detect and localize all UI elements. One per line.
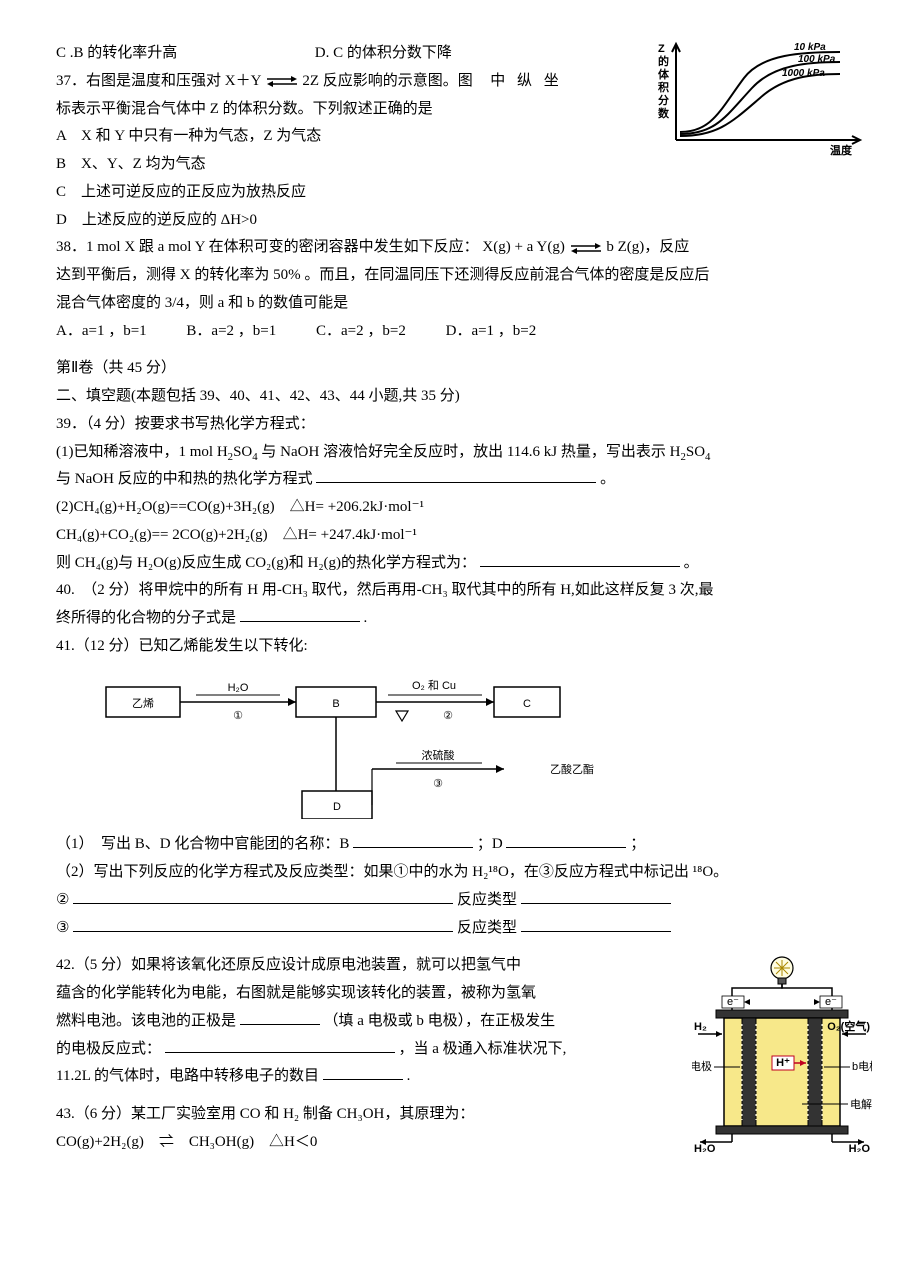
- q42-l5a: 11.2L 的气体时，电路中转移电子的数目: [56, 1068, 319, 1084]
- q41-rt-2: 反应类型: [457, 892, 517, 908]
- flow-a1-top: H₂O: [228, 682, 249, 694]
- fuel-h2o-l: H₂O: [694, 1143, 716, 1152]
- q42-blank-eq[interactable]: [165, 1038, 395, 1053]
- q41-sub1-a: （1） 写出 B、D 化合物中官能团的名称：B: [56, 836, 349, 852]
- flow-start: 乙烯: [132, 697, 154, 710]
- curve-lbl-10: 10 kPa: [794, 42, 826, 53]
- ylabel-l2: 的: [658, 54, 669, 68]
- q38-opt-a: A．a=1 ，b=1: [56, 318, 147, 346]
- q42-l5b: .: [407, 1068, 411, 1084]
- q41-rt-3: 反应类型: [457, 920, 517, 936]
- q37-stem-1: 37．右图是温度和压强对 X＋Y: [56, 73, 261, 89]
- q39-l1b: 与 NaOH 溶液恰好完全反应时，放出 114.6 kJ 热量，写出表示 H: [261, 444, 680, 460]
- q36-opt-d: D. C 的体积分数下降: [315, 45, 452, 61]
- flow-b: B: [332, 698, 339, 710]
- q41-sub2: （2）写出下列反应的化学方程式及反应类型：如果①中的水为 H₂¹⁸O，在③反应方…: [56, 859, 872, 887]
- part2-subtitle: 二、填空题(本题包括 39、40、41、42、43、44 小题,共 35 分): [56, 383, 872, 411]
- flow-d: D: [333, 801, 341, 813]
- q39-l1a: (1)已知稀溶液中，1 mol H: [56, 444, 228, 460]
- q41-blank-eq2[interactable]: [73, 889, 453, 904]
- curve-lbl-100: 100 kPa: [798, 54, 836, 65]
- q41-blank-d[interactable]: [506, 833, 626, 848]
- fuel-h2o-r: H₂O: [849, 1143, 871, 1152]
- q37-stem-3: 中 纵 坐: [490, 73, 563, 89]
- flow-a2-top: O₂ 和 Cu: [412, 679, 456, 692]
- q41-line2-lbl: ②: [56, 892, 69, 908]
- q38-opt-c: C．a=2 ，b=2: [316, 318, 406, 346]
- curve-lbl-1000: 1000 kPa: [782, 68, 825, 79]
- q41-flow-diagram: 乙烯 H₂O ① B O₂ 和 Cu ② C D: [96, 669, 872, 830]
- fuel-o2: O₂(空气): [827, 1019, 870, 1033]
- ylabel-l1: Z: [658, 43, 665, 55]
- fuel-hplus: H⁺: [776, 1057, 790, 1069]
- q38-stem-3: 混合气体密度的 3/4，则 a 和 b 的数值可能是: [56, 290, 872, 318]
- flow-a1-bot: ①: [233, 710, 243, 722]
- xlabel: 温度: [830, 143, 853, 157]
- q38-stem-1: 38．1 mol X 跟 a mol Y 在体积可变的密闭容器中发生如下反应： …: [56, 239, 565, 255]
- q41-blank-type3[interactable]: [521, 917, 671, 932]
- q36-opt-c: C .B 的转化率升高: [56, 45, 177, 61]
- q41-line3-lbl: ③: [56, 920, 69, 936]
- fuel-electrolyte: 电解质: [850, 1097, 872, 1111]
- q41-stem: 41.（12 分）已知乙烯能发生以下转化:: [56, 633, 872, 661]
- fuel-b-elec: b电极: [852, 1059, 872, 1073]
- q38-stem-1b: b Z(g)，反应: [606, 239, 689, 255]
- fuel-e-right: e⁻: [825, 996, 837, 1008]
- fuel-h2: H₂: [694, 1021, 707, 1033]
- q38-opt-d: D．a=1 ，b=2: [446, 318, 537, 346]
- q39-l3a: 则 CH₄(g)与 H₂O(g)反应生成 CO₂(g)和 H₂(g)的热化学方程…: [56, 555, 476, 571]
- fuel-e-left: e⁻: [727, 996, 739, 1008]
- q39-l2: 与 NaOH 反应的中和热的热化学方程式: [56, 471, 313, 487]
- heat-triangle-icon: [396, 711, 408, 721]
- q42-blank-e[interactable]: [323, 1065, 403, 1080]
- q37-stem-2: 2Z 反应影响的示意图。图: [302, 73, 472, 89]
- reversible-arrow-icon: [569, 242, 603, 254]
- ylabel-l6: 数: [658, 106, 670, 120]
- q38-stem-2: 达到平衡后，测得 X 的转化率为 50% 。而且，在同温同压下还测得反应前混合气…: [56, 262, 872, 290]
- q41-blank-b[interactable]: [353, 833, 473, 848]
- q39-blank-1[interactable]: [316, 468, 596, 483]
- q37-opt-c: C 上述可逆反应的正反应为放热反应: [56, 179, 872, 207]
- flow-a3-bot: ③: [433, 778, 443, 790]
- q39-l2-end: 。: [600, 471, 615, 487]
- q42-l3a: 燃料电池。该电池的正极是: [56, 1013, 236, 1029]
- ylabel-l4: 积: [658, 80, 669, 94]
- q41-sub1-c: ；: [630, 836, 645, 852]
- q39-l3-end: 。: [684, 555, 699, 571]
- q42-blank-pole[interactable]: [240, 1010, 320, 1025]
- q42-fuel-cell-figure: e⁻ e⁻ H⁺: [692, 952, 872, 1163]
- q40-blank[interactable]: [240, 607, 360, 622]
- reversible-arrow-icon: [265, 75, 299, 87]
- q39-eq1: (2)CH₄(g)+H₂O(g)==CO(g)+3H₂(g) △H= +206.…: [56, 494, 872, 522]
- fuel-a-elec: a电极: [692, 1059, 712, 1073]
- q39-blank-2[interactable]: [480, 552, 680, 567]
- flow-product: 乙酸乙酯: [550, 762, 594, 776]
- ylabel-l5: 分: [658, 93, 669, 107]
- q39-eq2: CH₄(g)+CO₂(g)== 2CO(g)+2H₂(g) △H= +247.4…: [56, 522, 872, 550]
- q40-l1: 40. （2 分）将甲烷中的所有 H 用-CH₃ 取代，然后再用-CH₃ 取代其…: [56, 577, 872, 605]
- flow-a3-top: 浓硫酸: [422, 748, 455, 762]
- q40-l2-end: .: [364, 610, 368, 626]
- q41-blank-type2[interactable]: [521, 889, 671, 904]
- q39-stem: 39．（4 分）按要求书写热化学方程式：: [56, 411, 872, 439]
- q42-l4a: 的电极反应式：: [56, 1041, 161, 1057]
- q38-opt-b: B．a=2 ，b=1: [186, 318, 276, 346]
- q37-chart: Z 的 体 积 分 数 10 kPa 100 kPa 1000 kPa 温度: [652, 40, 872, 171]
- q41-blank-eq3[interactable]: [73, 917, 453, 932]
- ylabel-l3: 体: [658, 67, 670, 81]
- part2-title: 第Ⅱ卷（共 45 分）: [56, 355, 872, 383]
- flow-c: C: [523, 698, 531, 710]
- flow-a2-num: ②: [443, 710, 453, 722]
- q40-l2: 终所得的化合物的分子式是: [56, 610, 236, 626]
- q41-sub1-b: ；D: [477, 836, 503, 852]
- q42-l3b: （填 a 电极或 b 电极），在正极发生: [324, 1013, 556, 1029]
- q42-l4b: ，当 a 极通入标准状况下,: [399, 1041, 567, 1057]
- q37-opt-d: D 上述反应的逆反应的 ΔH>0: [56, 207, 872, 235]
